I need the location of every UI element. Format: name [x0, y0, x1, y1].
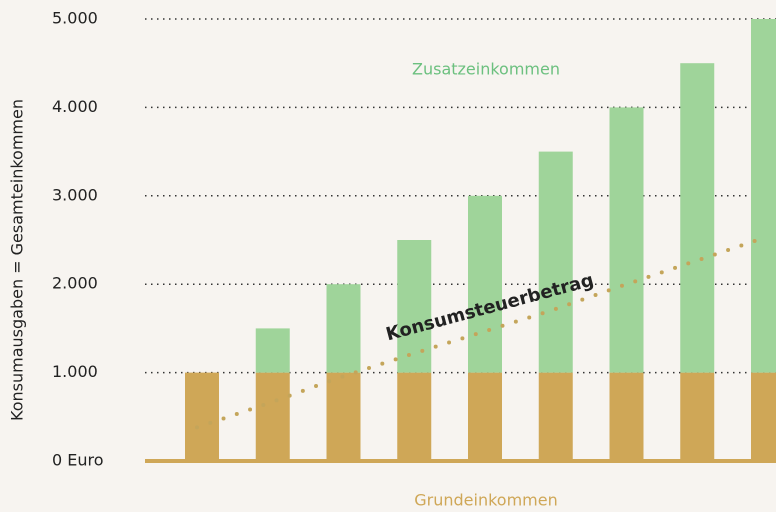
- y-tick-label: 2.000: [52, 274, 98, 293]
- bar-segment: [397, 372, 432, 461]
- bar-segment: [468, 372, 502, 461]
- bar-segment: [538, 151, 573, 373]
- bar-segment: [468, 195, 502, 373]
- y-tick-label: 0 Euro: [52, 451, 104, 470]
- bar-segment: [326, 284, 361, 373]
- y-tick-label: 4.000: [52, 97, 98, 116]
- bar-segment: [326, 372, 361, 461]
- y-tick-label: 1.000: [52, 362, 98, 381]
- bar-segment: [751, 19, 776, 373]
- bar-segment: [609, 107, 644, 373]
- legend-label: Grundeinkommen: [414, 491, 557, 510]
- bar-segment: [255, 328, 290, 373]
- bar-segment: [680, 372, 715, 461]
- bar-segment: [538, 372, 573, 461]
- legend-label: Zusatzeinkommen: [412, 60, 560, 79]
- bar-segment: [397, 240, 432, 373]
- bar-segment: [680, 63, 715, 373]
- y-tick-label: 3.000: [52, 185, 98, 204]
- y-tick-label: 5.000: [52, 9, 98, 28]
- y-axis-label: Konsumausgaben = Gesamteinkommen: [8, 99, 27, 421]
- line-series: [195, 236, 765, 430]
- bar-segment: [751, 372, 776, 461]
- bar-segment: [255, 372, 290, 461]
- bar-segment: [185, 372, 219, 461]
- bar-segment: [609, 372, 644, 461]
